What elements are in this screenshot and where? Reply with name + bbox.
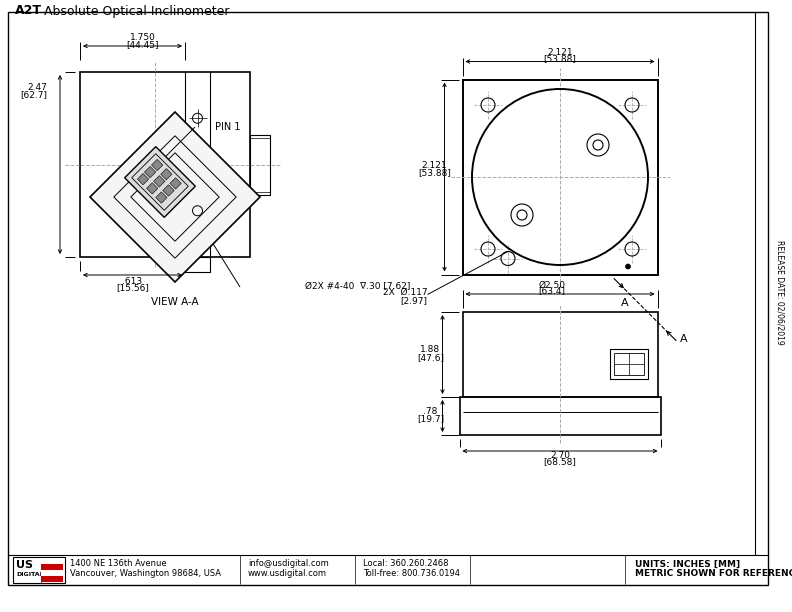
Bar [137, 174, 149, 185]
Bar [614, 353, 644, 375]
Text: 1400 NE 136th Avenue: 1400 NE 136th Avenue [70, 559, 166, 569]
Text: A: A [680, 335, 687, 345]
Bar [185, 257, 210, 272]
Text: 2.121: 2.121 [547, 48, 573, 57]
Text: 1.750: 1.750 [130, 34, 155, 42]
Text: 2.70: 2.70 [550, 450, 570, 460]
Text: A2T: A2T [15, 4, 42, 18]
Text: PIN 1: PIN 1 [215, 122, 241, 132]
Text: Local: 360.260.2468: Local: 360.260.2468 [363, 559, 448, 569]
Bar [41, 564, 63, 570]
Bar [163, 185, 174, 196]
Bar [41, 558, 63, 564]
Bar [13, 557, 65, 583]
Text: [53.88]: [53.88] [543, 54, 577, 63]
Text: .613: .613 [123, 277, 143, 286]
Text: info@usdigital.com: info@usdigital.com [248, 559, 329, 569]
Bar [41, 570, 63, 576]
Bar [463, 312, 657, 397]
Bar [154, 176, 165, 187]
Circle shape [626, 264, 630, 269]
Polygon shape [90, 112, 260, 282]
Text: [68.58]: [68.58] [543, 458, 577, 466]
Text: [47.6]: [47.6] [417, 353, 444, 362]
Bar [144, 166, 156, 177]
Bar [161, 168, 172, 180]
Text: A: A [621, 297, 629, 307]
Text: .78: .78 [423, 406, 438, 416]
Bar [463, 80, 657, 275]
Text: UNITS: INCHES [MM]: UNITS: INCHES [MM] [635, 559, 741, 569]
Text: [19.7]: [19.7] [417, 414, 444, 424]
Text: Toll-free: 800.736.0194: Toll-free: 800.736.0194 [363, 569, 460, 578]
Text: 2.121: 2.121 [421, 160, 447, 170]
Text: Ø2X #4-40  ∇.30 [7.62]: Ø2X #4-40 ∇.30 [7.62] [305, 283, 410, 291]
Text: Absolute Optical Inclinometer: Absolute Optical Inclinometer [40, 4, 230, 18]
Text: [62.7]: [62.7] [20, 91, 47, 100]
Text: RELEASE DATE: 02/06/2019: RELEASE DATE: 02/06/2019 [775, 240, 785, 345]
Bar [610, 349, 648, 379]
Text: www.usdigital.com: www.usdigital.com [248, 569, 327, 578]
Text: [44.45]: [44.45] [126, 40, 158, 50]
Text: VIEW A-A: VIEW A-A [151, 297, 199, 307]
Text: Vancouver, Washington 98684, USA: Vancouver, Washington 98684, USA [70, 569, 221, 578]
Text: DIGITAL: DIGITAL [16, 572, 44, 578]
Text: [2.97]: [2.97] [401, 296, 428, 305]
Text: Ø2.50: Ø2.50 [539, 280, 565, 289]
Text: [15.56]: [15.56] [116, 283, 149, 293]
Text: US: US [16, 560, 33, 570]
Bar [147, 183, 158, 194]
Bar [151, 159, 163, 171]
Bar [250, 135, 270, 195]
Text: 2.47: 2.47 [27, 83, 47, 92]
Text: [53.88]: [53.88] [418, 168, 451, 177]
Bar [156, 192, 167, 203]
Text: METRIC SHOWN FOR REFERENCE ONLY: METRIC SHOWN FOR REFERENCE ONLY [635, 569, 792, 578]
Text: 1.88: 1.88 [421, 345, 440, 354]
Bar [459, 397, 661, 435]
Bar [170, 177, 181, 189]
Text: 2X  Ø.117: 2X Ø.117 [383, 288, 428, 297]
Bar [124, 147, 196, 217]
Text: [63.4]: [63.4] [539, 286, 565, 296]
Bar [80, 72, 250, 257]
Bar [41, 576, 63, 582]
Bar [131, 154, 188, 211]
